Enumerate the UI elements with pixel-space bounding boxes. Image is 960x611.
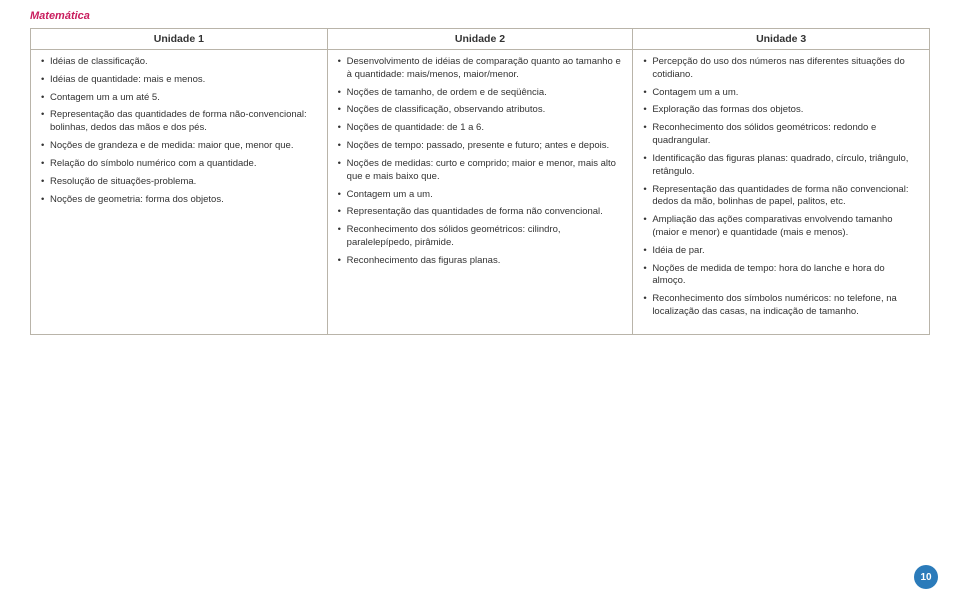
list-item: Exploração das formas dos objetos. [643, 104, 919, 117]
list-item: Noções de quantidade: de 1 a 6. [338, 122, 623, 135]
cell-unit-2: Desenvolvimento de idéias de comparação … [327, 50, 633, 335]
list-item: Idéias de classificação. [41, 56, 317, 69]
header-unit-3: Unidade 3 [633, 29, 930, 50]
list-item: Noções de geometria: forma dos objetos. [41, 194, 317, 207]
list-item: Resolução de situações-problema. [41, 176, 317, 189]
list-item: Reconhecimento das figuras planas. [338, 255, 623, 268]
list-item: Identificação das figuras planas: quadra… [643, 153, 919, 179]
list-item: Idéias de quantidade: mais e menos. [41, 74, 317, 87]
cell-unit-1: Idéias de classificação. Idéias de quant… [31, 50, 328, 335]
list-item: Percepção do uso dos números nas diferen… [643, 56, 919, 82]
list-item: Noções de tamanho, de ordem e de seqüênc… [338, 87, 623, 100]
list-item: Ampliação das ações comparativas envolve… [643, 214, 919, 240]
list-item: Representação das quantidades de forma n… [643, 184, 919, 210]
list-item: Reconhecimento dos símbolos numéricos: n… [643, 293, 919, 319]
list-unit-2: Desenvolvimento de idéias de comparação … [338, 56, 623, 268]
header-unit-2: Unidade 2 [327, 29, 633, 50]
list-item: Relação do símbolo numérico com a quanti… [41, 158, 317, 171]
list-unit-1: Idéias de classificação. Idéias de quant… [41, 56, 317, 206]
list-item: Noções de medidas: curto e comprido; mai… [338, 158, 623, 184]
list-item: Representação das quantidades de forma n… [41, 109, 317, 135]
subject-title: Matemática [30, 10, 930, 22]
list-item: Contagem um a um até 5. [41, 92, 317, 105]
curriculum-table: Unidade 1 Unidade 2 Unidade 3 Idéias de … [30, 28, 930, 335]
list-item: Desenvolvimento de idéias de comparação … [338, 56, 623, 82]
list-item: Idéia de par. [643, 245, 919, 258]
list-item: Noções de classificação, observando atri… [338, 104, 623, 117]
list-unit-3: Percepção do uso dos números nas diferen… [643, 56, 919, 319]
page-number-badge: 10 [914, 565, 938, 589]
list-item: Representação das quantidades de forma n… [338, 206, 623, 219]
list-item: Contagem um a um. [643, 87, 919, 100]
header-unit-1: Unidade 1 [31, 29, 328, 50]
list-item: Noções de medida de tempo: hora do lanch… [643, 263, 919, 289]
list-item: Reconhecimento dos sólidos geométricos: … [338, 224, 623, 250]
list-item: Noções de grandeza e de medida: maior qu… [41, 140, 317, 153]
list-item: Contagem um a um. [338, 189, 623, 202]
cell-unit-3: Percepção do uso dos números nas diferen… [633, 50, 930, 335]
list-item: Reconhecimento dos sólidos geométricos: … [643, 122, 919, 148]
list-item: Noções de tempo: passado, presente e fut… [338, 140, 623, 153]
